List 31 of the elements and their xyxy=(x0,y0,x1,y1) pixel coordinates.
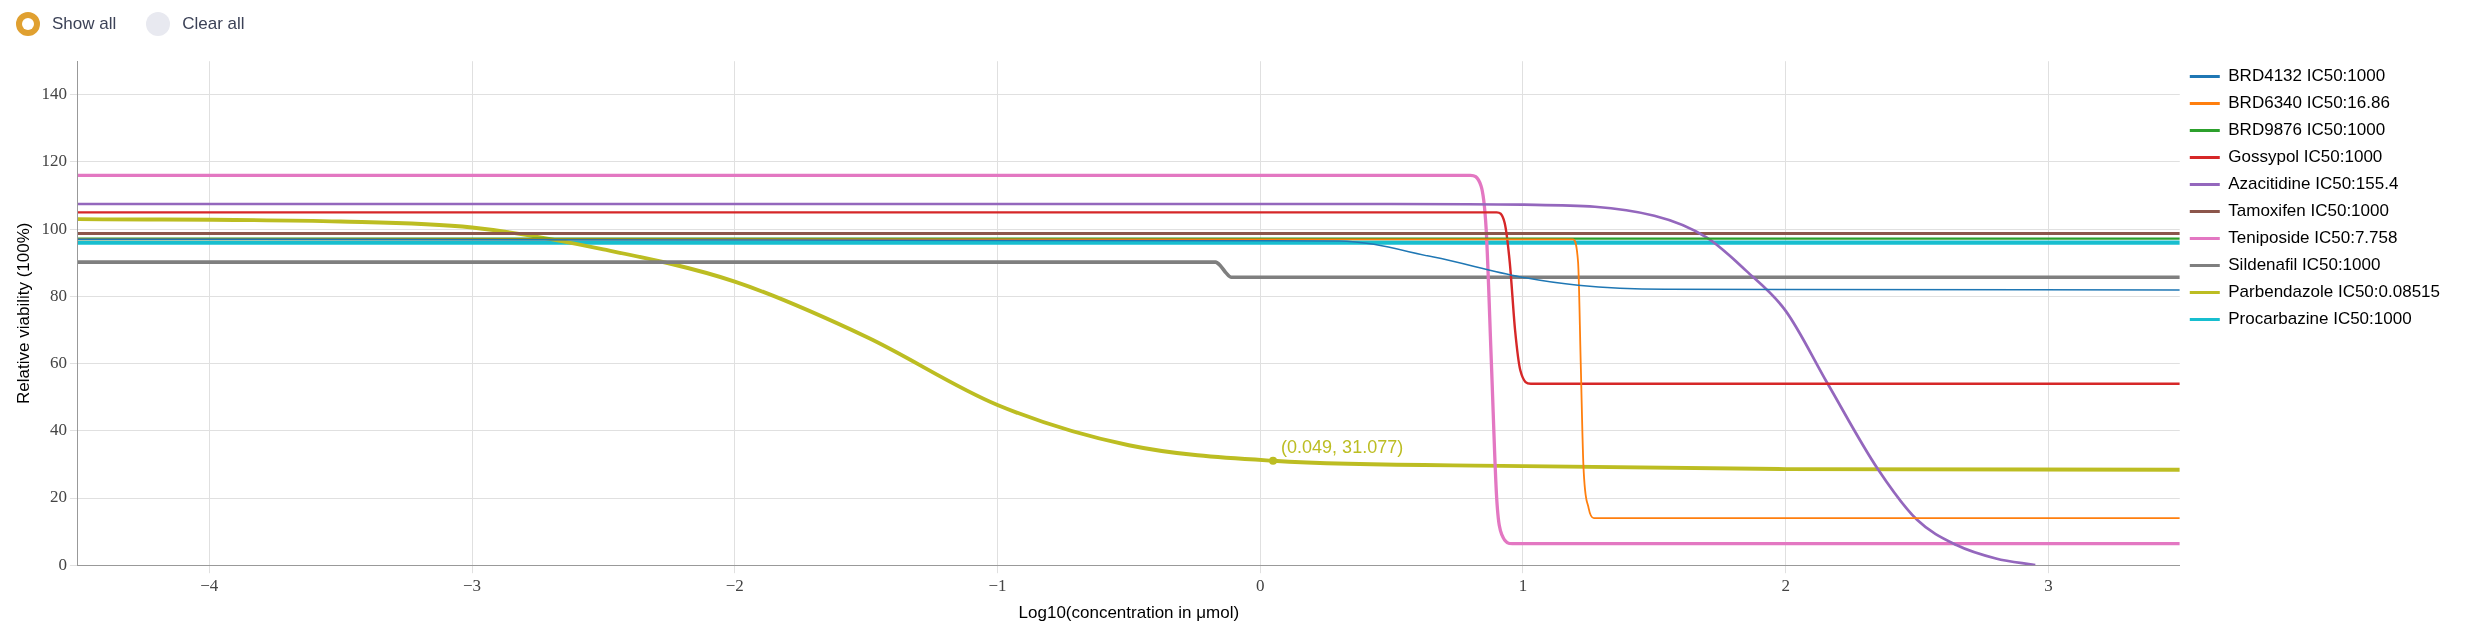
x-tick-label: −1 xyxy=(988,575,1007,595)
x-tick-label: −4 xyxy=(200,575,219,595)
legend-label: Teniposide IC50:7.758 xyxy=(2228,228,2398,248)
y-tick-label: 0 xyxy=(58,554,67,574)
y-tick-label: 80 xyxy=(49,285,67,305)
legend-label: BRD9876 IC50:1000 xyxy=(2228,120,2386,140)
annotation: (0.049, 31.077) xyxy=(1281,436,1404,457)
legend-label: Procarbazine IC50:1000 xyxy=(2228,309,2412,329)
x-tick-label: −2 xyxy=(725,575,744,595)
x-tick-label: 0 xyxy=(1255,575,1265,595)
text: Show all xyxy=(52,14,117,34)
y-tick-label: 40 xyxy=(49,420,67,440)
legend-label: Azacitidine IC50:155.4 xyxy=(2228,174,2399,194)
legend-label: Gossypol IC50:1000 xyxy=(2228,147,2383,167)
y-axis-title: Relative viability (100%) xyxy=(13,222,33,404)
y-tick-label: 60 xyxy=(49,353,67,373)
legend-label: BRD6340 IC50:16.86 xyxy=(2228,93,2390,113)
x-tick-label: 2 xyxy=(1781,575,1790,595)
legend-label: Parbendazole IC50:0.08515 xyxy=(2228,282,2441,302)
legend-label: Tamoxifen IC50:1000 xyxy=(2228,201,2389,221)
text: Clear all xyxy=(182,14,245,34)
y-tick-label: 100 xyxy=(41,218,67,238)
x-tick-label: −3 xyxy=(462,575,482,595)
legend-label: BRD4132 IC50:1000 xyxy=(2228,66,2386,86)
legend-label: Sildenafil IC50:1000 xyxy=(2228,255,2381,275)
y-tick-label: 20 xyxy=(49,487,67,507)
x-axis-title: Log10(concentration in μmol) xyxy=(1018,603,1240,623)
x-tick-label: 1 xyxy=(1518,575,1528,595)
y-tick-label: 140 xyxy=(41,84,67,104)
y-tick-label: 120 xyxy=(41,151,67,171)
x-tick-label: 3 xyxy=(2044,575,2053,595)
